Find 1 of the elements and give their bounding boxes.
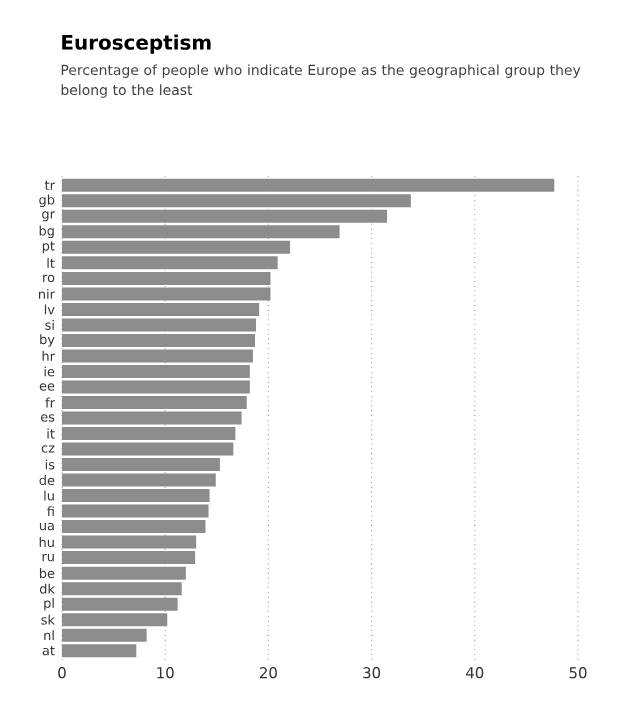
- chart-title: Eurosceptism: [62, 34, 211, 54]
